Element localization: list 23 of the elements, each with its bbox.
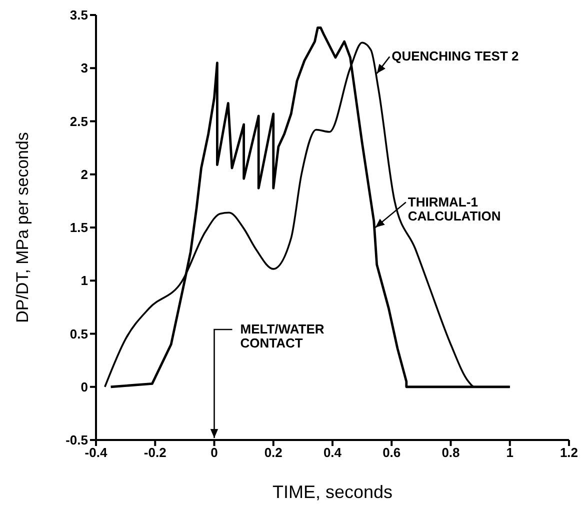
y-tick-label: 1.5 (70, 220, 88, 236)
y-tick-label: 3 (80, 60, 88, 76)
x-tick-label: 0.4 (323, 445, 342, 460)
x-tick-label: -0.4 (84, 445, 108, 460)
x-axis-title: TIME, seconds (272, 482, 393, 502)
y-tick-label: 0.5 (70, 326, 88, 342)
annotation: MELT/WATER CONTACT (240, 322, 325, 350)
y-tick-label: 0 (80, 379, 88, 394)
x-tick-label: -0.2 (144, 445, 166, 460)
y-tick-label: 3.5 (70, 8, 88, 23)
x-tick-label: 0 (210, 445, 218, 460)
y-tick-label: 2.5 (70, 114, 88, 129)
y-tick-label: 1 (80, 273, 88, 288)
legend-label: QUENCHING TEST 2 (392, 48, 519, 64)
y-tick-label: -0.5 (66, 432, 88, 448)
x-tick-label: 1 (506, 445, 514, 460)
legend-label: THIRMAL-1 CALCULATION (408, 194, 501, 224)
x-tick-label: 1.2 (560, 445, 578, 460)
x-tick-label: 0.8 (442, 445, 460, 460)
y-tick-label: 2 (80, 166, 88, 182)
y-axis-title: DP/DT, MPa per seconds (13, 132, 32, 323)
x-tick-label: 0.6 (382, 445, 401, 460)
x-tick-label: 0.2 (264, 445, 282, 460)
